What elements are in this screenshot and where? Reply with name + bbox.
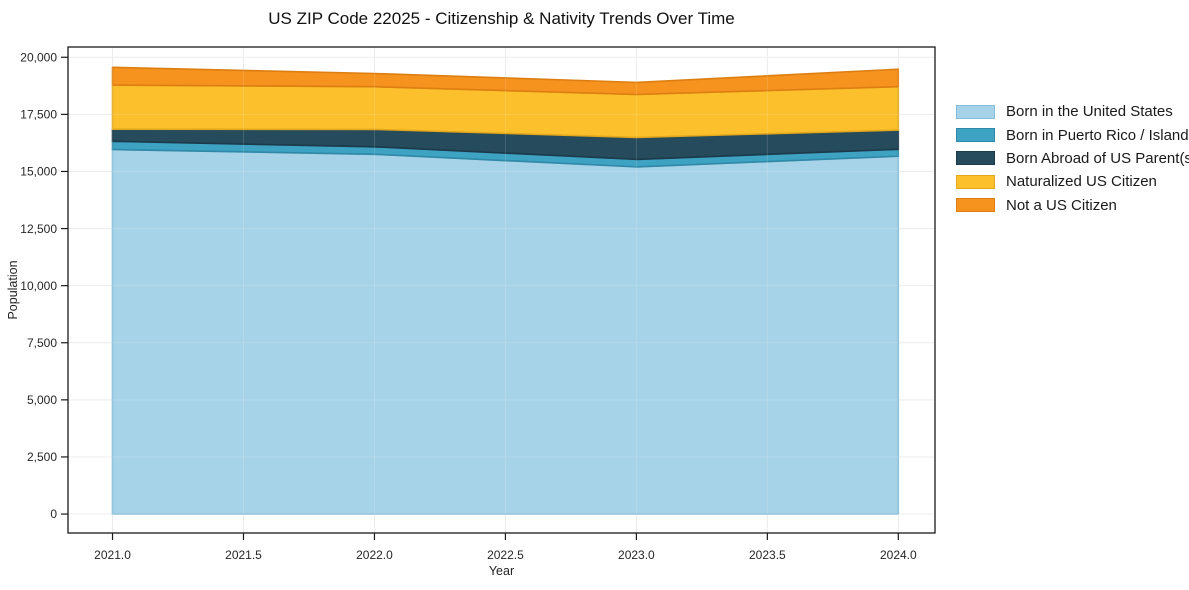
legend-label: Born in the United States [1006, 103, 1173, 121]
x-tick-label: 2022.5 [487, 548, 524, 562]
legend-item: Born in the United States [956, 100, 1189, 123]
legend-item: Born Abroad of US Parent(s) [956, 147, 1189, 170]
x-tick-label: 2021.5 [225, 548, 262, 562]
legend-label: Born in Puerto Rico / Islands [1006, 126, 1189, 144]
y-tick-label: 12,500 [20, 222, 57, 236]
legend-item: Naturalized US Citizen [956, 170, 1189, 193]
y-tick-label: 10,000 [20, 279, 57, 293]
legend-label: Born Abroad of US Parent(s) [1006, 149, 1189, 167]
legend-swatch-icon [956, 128, 995, 143]
legend: Born in the United States Born in Puerto … [956, 100, 1189, 217]
y-tick-label: 2,500 [27, 450, 57, 464]
legend-swatch-icon [956, 151, 995, 166]
y-tick-label: 0 [50, 507, 57, 521]
y-tick-label: 7,500 [27, 336, 57, 350]
x-tick-label: 2023.0 [618, 548, 655, 562]
chart-title: US ZIP Code 22025 - Citizenship & Nativi… [268, 9, 735, 28]
y-tick-label: 15,000 [20, 165, 57, 179]
legend-swatch-icon [956, 174, 995, 189]
legend-item: Born in Puerto Rico / Islands [956, 123, 1189, 146]
x-tick-label: 2023.5 [749, 548, 786, 562]
legend-item: Not a US Citizen [956, 194, 1189, 217]
plot-frame [67, 46, 936, 534]
area-series [111, 66, 900, 96]
legend-label: Naturalized US Citizen [1006, 173, 1157, 191]
x-axis-label: Year [488, 564, 515, 578]
x-tick-label: 2021.0 [94, 548, 131, 562]
y-tick-label: 5,000 [27, 393, 57, 407]
x-tick-label: 2022.0 [356, 548, 393, 562]
x-tick-label: 2024.0 [880, 548, 917, 562]
y-tick-label: 20,000 [20, 50, 57, 64]
legend-swatch-icon [956, 104, 995, 119]
legend-swatch-icon [956, 198, 995, 213]
legend-label: Not a US Citizen [1006, 196, 1117, 214]
y-tick-label: 17,500 [20, 108, 57, 122]
y-axis-label: Population [6, 260, 20, 320]
